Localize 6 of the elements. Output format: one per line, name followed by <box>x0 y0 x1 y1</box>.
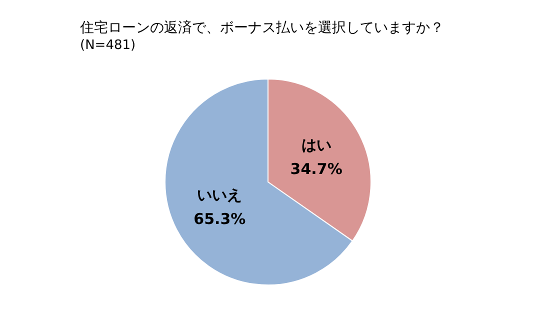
slice-label: はい <box>301 136 332 154</box>
chart-title: 住宅ローンの返済で、ボーナス払いを選択していますか？ <box>79 20 444 36</box>
data-label: 34.7% <box>290 160 342 178</box>
slice-label: いいえ <box>197 186 242 204</box>
data-label: 65.3% <box>194 210 246 228</box>
chart-subtitle: (N=481) <box>80 38 136 53</box>
